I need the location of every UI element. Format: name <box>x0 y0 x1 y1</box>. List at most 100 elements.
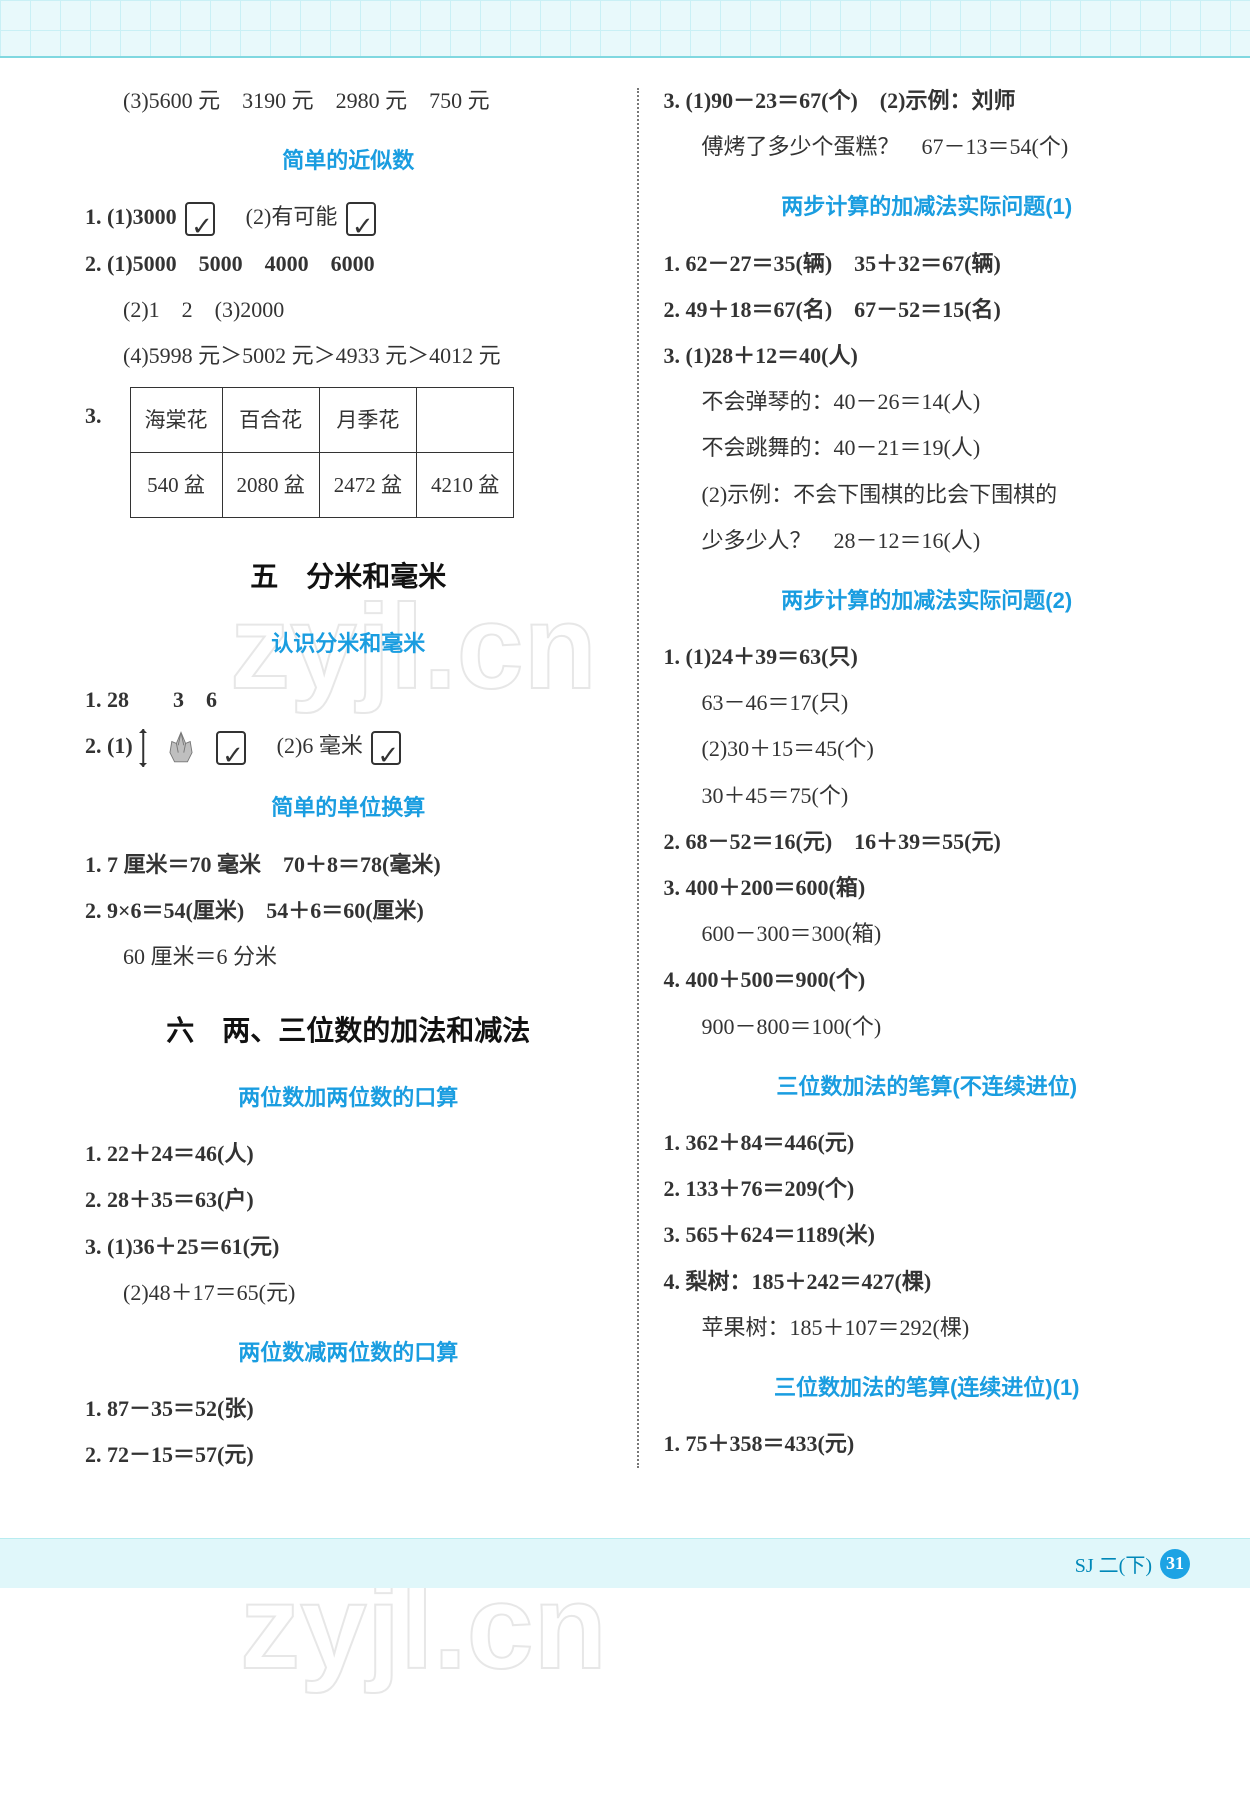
text: 2. 72－15＝57(元) <box>85 1442 254 1467</box>
text: 2. 9×6＝54(厘米) 54＋6＝60(厘米) <box>85 898 424 923</box>
text: 4. 梨树：185＋242＝427(棵) <box>664 1269 932 1294</box>
section-title: 认识分米和毫米 <box>85 621 612 667</box>
section-title: 两位数减两位数的口算 <box>85 1330 612 1376</box>
text-line: 2. (1) (2)6 毫米 <box>85 723 612 771</box>
text-line: 3. (1)90－23＝67(个) (2)示例：刘师 <box>664 78 1191 124</box>
text-line: 1. 62－27＝35(辆) 35＋32＝67(辆) <box>664 241 1191 287</box>
table-cell: 4210 盆 <box>417 453 514 518</box>
table-cell: 2472 盆 <box>319 453 416 518</box>
table-row: 540 盆 2080 盆 2472 盆 4210 盆 <box>130 453 514 518</box>
text-line: 900－800＝100(个) <box>664 1004 1191 1050</box>
text: 2. 49＋18＝67(名) 67－52＝15(名) <box>664 297 1001 322</box>
text-line: 不会弹琴的：40－26＝14(人) <box>664 379 1191 425</box>
text: 3. (1)90－23＝67(个) (2)示例：刘师 <box>664 88 1016 113</box>
text-line: (2)示例：不会下围棋的比会下围棋的 <box>664 472 1191 518</box>
q-label: 1. (1)3000 <box>85 204 177 229</box>
text-line: 2. 28＋35＝63(户) <box>85 1177 612 1223</box>
content-area: zyjl.cn zyjl.cn (3)5600 元 3190 元 2980 元 … <box>0 58 1250 1538</box>
section-title: 三位数加法的笔算(连续进位)(1) <box>664 1365 1191 1411</box>
text-line: 30＋45＝75(个) <box>664 773 1191 819</box>
text-line: 少多少人？ 28－12＝16(人) <box>664 518 1191 564</box>
text: 1. 62－27＝35(辆) 35＋32＝67(辆) <box>664 251 1001 276</box>
table-cell: 海棠花 <box>130 388 222 453</box>
text-line: (4)5998 元＞5002 元＞4933 元＞4012 元 <box>85 333 612 379</box>
checkbox-checked <box>216 731 246 765</box>
unit-title: 五 分米和毫米 <box>85 548 612 607</box>
text-line: 1. 28 3 6 <box>85 677 612 723</box>
table-row: 海棠花 百合花 月季花 <box>130 388 514 453</box>
hand-icon <box>158 725 204 771</box>
q-label: 3. <box>85 379 102 439</box>
text-line: 傅烤了多少个蛋糕？ 67－13＝54(个) <box>664 124 1191 170</box>
text: 1. 362＋84＝446(元) <box>664 1130 855 1155</box>
text: 3. (1)28＋12＝40(人) <box>664 343 858 368</box>
text: (2)有可能 <box>246 204 338 229</box>
text: 1. 7 厘米＝70 毫米 70＋8＝78(毫米) <box>85 852 441 877</box>
text-line: 60 厘米＝6 分米 <box>85 934 612 980</box>
text-line: 1. (1)24＋39＝63(只) <box>664 634 1191 680</box>
right-column: 3. (1)90－23＝67(个) (2)示例：刘师 傅烤了多少个蛋糕？ 67－… <box>639 78 1191 1478</box>
text-line: 4. 梨树：185＋242＝427(棵) <box>664 1259 1191 1305</box>
section-title: 三位数加法的笔算(不连续进位) <box>664 1064 1191 1110</box>
footer-label: SJ 二(下) <box>1075 1549 1152 1578</box>
text: 1. 75＋358＝433(元) <box>664 1431 855 1456</box>
text-line: 2. 49＋18＝67(名) 67－52＝15(名) <box>664 287 1191 333</box>
text: (2)6 毫米 <box>277 733 363 758</box>
page-number-badge: 31 <box>1160 1549 1190 1579</box>
text: 1. 28 3 6 <box>85 687 217 712</box>
text-line: 2. 9×6＝54(厘米) 54＋6＝60(厘米) <box>85 888 612 934</box>
section-title: 两步计算的加减法实际问题(1) <box>664 184 1191 230</box>
table-cell: 月季花 <box>319 388 416 453</box>
text-line: (2)1 2 (3)2000 <box>85 287 612 333</box>
text: 2. (1)5000 5000 4000 6000 <box>85 251 375 276</box>
text-line: 2. 68－52＝16(元) 16＋39＝55(元) <box>664 819 1191 865</box>
table-cell: 百合花 <box>222 388 319 453</box>
text: 3. (1)36＋25＝61(元) <box>85 1234 279 1259</box>
text-line: (2)48＋17＝65(元) <box>85 1270 612 1316</box>
text-line: 1. 75＋358＝433(元) <box>664 1421 1191 1467</box>
text: 2. 68－52＝16(元) 16＋39＝55(元) <box>664 829 1001 854</box>
text: 2. (1) <box>85 733 133 758</box>
header-grid-band <box>0 0 1250 58</box>
left-column: (3)5600 元 3190 元 2980 元 750 元 简单的近似数 1. … <box>85 78 637 1478</box>
table-cell: 540 盆 <box>130 453 222 518</box>
text: 1. 87－35＝52(张) <box>85 1396 254 1421</box>
checkbox-checked <box>185 202 215 236</box>
text: 2. 133＋76＝209(个) <box>664 1176 855 1201</box>
text-line: 不会跳舞的：40－21＝19(人) <box>664 425 1191 471</box>
text: 3. 565＋624＝1189(米) <box>664 1222 875 1247</box>
text-line: 3. (1)36＋25＝61(元) <box>85 1224 612 1270</box>
footer-band: SJ 二(下) 31 <box>0 1538 1250 1588</box>
text-line: 3. (1)28＋12＝40(人) <box>664 333 1191 379</box>
text: 1. 22＋24＝46(人) <box>85 1141 254 1166</box>
text-line: 3. 400＋200＝600(箱) <box>664 865 1191 911</box>
section-title: 两位数加两位数的口算 <box>85 1075 612 1121</box>
text-line: 1. 87－35＝52(张) <box>85 1386 612 1432</box>
text-line: (2)30＋15＝45(个) <box>664 726 1191 772</box>
text-line: 63－46＝17(只) <box>664 680 1191 726</box>
text-line: 4. 400＋500＝900(个) <box>664 957 1191 1003</box>
checkbox-checked <box>346 202 376 236</box>
section-title: 简单的单位换算 <box>85 785 612 831</box>
q3-row: 3. 海棠花 百合花 月季花 540 盆 2080 盆 2472 盆 4210 … <box>85 379 612 526</box>
text-line: 3. 565＋624＝1189(米) <box>664 1212 1191 1258</box>
section-title: 简单的近似数 <box>85 138 612 184</box>
unit-title: 六 两、三位数的加法和减法 <box>85 1002 612 1061</box>
flower-table: 海棠花 百合花 月季花 540 盆 2080 盆 2472 盆 4210 盆 <box>130 387 515 518</box>
text-line: (3)5600 元 3190 元 2980 元 750 元 <box>85 78 612 124</box>
text: 4. 400＋500＝900(个) <box>664 967 866 992</box>
text: 3. 400＋200＝600(箱) <box>664 875 866 900</box>
page: zyjl.cn zyjl.cn (3)5600 元 3190 元 2980 元 … <box>0 0 1250 1588</box>
text: 2. 28＋35＝63(户) <box>85 1187 254 1212</box>
text-line: 2. 133＋76＝209(个) <box>664 1166 1191 1212</box>
table-cell <box>417 388 514 453</box>
text-line: 1. 7 厘米＝70 毫米 70＋8＝78(毫米) <box>85 842 612 888</box>
checkbox-checked <box>371 731 401 765</box>
vertical-arrow-icon <box>138 725 148 771</box>
text-line: 2. (1)5000 5000 4000 6000 <box>85 241 612 287</box>
text-line: 苹果树：185＋107＝292(棵) <box>664 1305 1191 1351</box>
text: 1. (1)24＋39＝63(只) <box>664 644 858 669</box>
text-line: 1. (1)3000 (2)有可能 <box>85 194 612 240</box>
table-cell: 2080 盆 <box>222 453 319 518</box>
text-line: 2. 72－15＝57(元) <box>85 1432 612 1478</box>
